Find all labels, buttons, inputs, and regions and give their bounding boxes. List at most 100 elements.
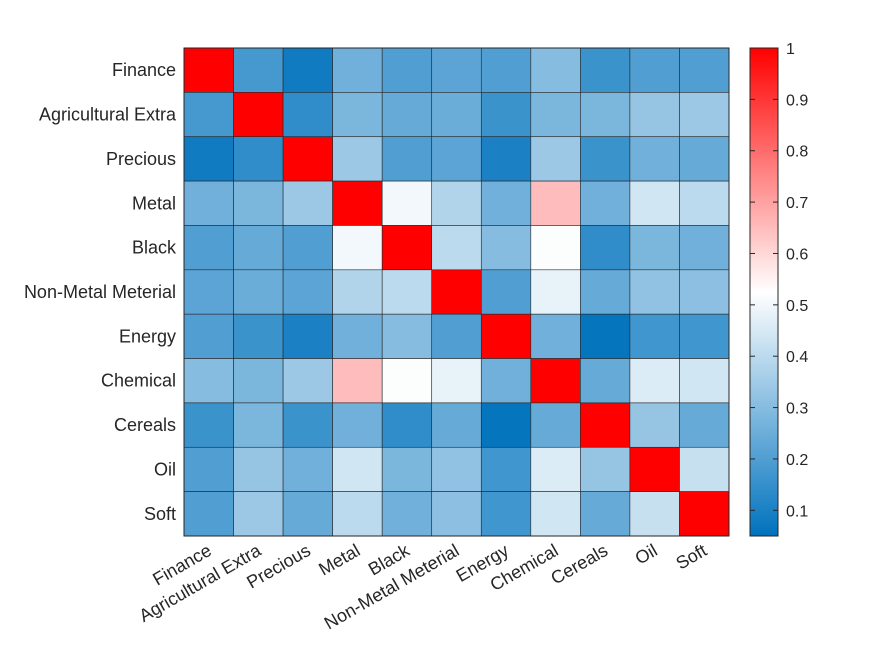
heatmap-cell xyxy=(431,313,482,359)
heatmap-cell xyxy=(530,358,581,404)
heatmap-cell xyxy=(530,136,581,182)
heatmap-cell xyxy=(679,491,730,537)
heatmap-cell xyxy=(381,402,433,448)
heatmap-cell xyxy=(332,358,383,404)
heatmap-cell xyxy=(679,402,730,448)
heatmap-cell xyxy=(480,136,532,182)
colorbar-tick-label: 0.8 xyxy=(786,144,808,161)
heatmap-cell xyxy=(282,225,333,271)
heatmap-cell xyxy=(282,269,333,315)
heatmap-cell xyxy=(679,47,730,93)
heatmap-cell xyxy=(530,313,581,359)
heatmap-cell xyxy=(332,47,383,93)
heatmap-cell xyxy=(679,358,730,404)
heatmap-cell xyxy=(530,180,581,226)
heatmap-cell xyxy=(183,491,234,537)
heatmap-cell xyxy=(679,225,730,271)
heatmap-cell xyxy=(431,491,482,537)
heatmap-cell xyxy=(233,225,284,271)
heatmap-cell xyxy=(580,47,631,93)
colorbar-tick-label: 0.5 xyxy=(786,298,808,315)
column-tick-label: Cereals xyxy=(547,540,611,588)
heatmap-cell xyxy=(580,402,631,448)
heatmap-cell xyxy=(431,136,482,182)
heatmap-cell xyxy=(580,313,631,359)
heatmap-cell xyxy=(183,269,234,315)
heatmap-cell xyxy=(183,47,234,93)
heatmap-cell xyxy=(580,136,631,182)
heatmap-cell xyxy=(381,313,433,359)
colorbar-tick-label: 0.4 xyxy=(786,349,808,366)
heatmap-cell xyxy=(282,313,333,359)
heatmap-cell xyxy=(530,402,581,448)
row-tick-label: Agricultural Extra xyxy=(39,105,177,125)
heatmap-cell xyxy=(332,269,383,315)
heatmap-cell xyxy=(530,47,581,93)
heatmap-cell xyxy=(629,269,680,315)
row-tick-label: Finance xyxy=(112,60,176,80)
heatmap-cell xyxy=(480,402,532,448)
heatmap-cell xyxy=(431,225,482,271)
row-tick-label: Energy xyxy=(119,326,176,346)
heatmap-cell xyxy=(431,47,482,93)
heatmap-cell xyxy=(530,446,581,492)
heatmap-cell xyxy=(580,92,631,138)
colorbar-tick-label: 0.3 xyxy=(786,401,808,418)
row-tick-label: Soft xyxy=(144,504,176,524)
row-tick-label: Non-Metal Meterial xyxy=(24,282,176,302)
heatmap-cell xyxy=(282,491,333,537)
heatmap-cell xyxy=(282,402,333,448)
heatmap-cell xyxy=(431,402,482,448)
heatmap-cell xyxy=(480,225,532,271)
heatmap-cell xyxy=(233,269,284,315)
heatmap-cell xyxy=(233,180,284,226)
heatmap-cell xyxy=(629,313,680,359)
heatmap-cell xyxy=(332,180,383,226)
heatmap-cell xyxy=(679,269,730,315)
heatmap-cell xyxy=(282,136,333,182)
heatmap-cell xyxy=(183,92,234,138)
column-tick-label: Oil xyxy=(632,540,661,568)
heatmap-cell xyxy=(629,47,680,93)
heatmap-cell xyxy=(381,491,433,537)
heatmap-cell xyxy=(233,402,284,448)
row-tick-label: Precious xyxy=(106,149,176,169)
heatmap-cell xyxy=(431,92,482,138)
heatmap-cell xyxy=(580,269,631,315)
heatmap-cell xyxy=(629,491,680,537)
heatmap-cell xyxy=(679,313,730,359)
row-tick-label: Chemical xyxy=(101,371,176,391)
heatmap-cell xyxy=(381,92,433,138)
heatmap-cell xyxy=(480,92,532,138)
heatmap-cell xyxy=(530,225,581,271)
colorbar-tick-label: 0.1 xyxy=(786,503,808,520)
heatmap-cell xyxy=(183,225,234,271)
heatmap-cell xyxy=(233,446,284,492)
column-tick-label: Metal xyxy=(315,540,363,579)
heatmap-cell xyxy=(679,136,730,182)
heatmap-cell xyxy=(183,180,234,226)
heatmap-cell xyxy=(580,225,631,271)
heatmap-cell xyxy=(233,313,284,359)
heatmap-cell xyxy=(332,136,383,182)
heatmap-cell xyxy=(629,180,680,226)
colorbar-tick-label: 1 xyxy=(786,41,795,58)
heatmap-cell xyxy=(431,446,482,492)
heatmap-cell xyxy=(183,358,234,404)
heatmap-cell xyxy=(679,446,730,492)
heatmap-cell xyxy=(233,92,284,138)
heatmap-cell xyxy=(530,92,581,138)
row-tick-label: Cereals xyxy=(114,415,176,435)
heatmap-cell xyxy=(332,92,383,138)
heatmap-cell xyxy=(381,446,433,492)
heatmap-cell xyxy=(233,47,284,93)
heatmap-cell xyxy=(282,47,333,93)
heatmap-cell xyxy=(332,225,383,271)
colorbar-tick-label: 0.6 xyxy=(786,246,808,263)
colorbar-tick-label: 0.7 xyxy=(786,195,808,212)
heatmap-cell xyxy=(480,180,532,226)
heatmap-cell xyxy=(480,269,532,315)
heatmap-cell xyxy=(679,180,730,226)
heatmap-cells xyxy=(183,47,730,537)
heatmap-cell xyxy=(282,358,333,404)
